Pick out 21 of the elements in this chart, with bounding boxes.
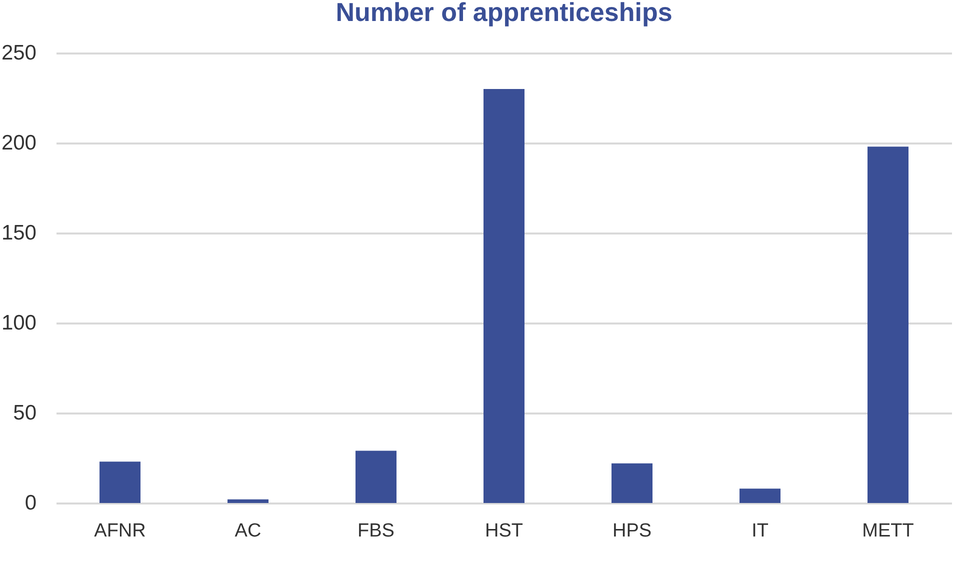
bar xyxy=(740,488,780,503)
y-tick-label: 50 xyxy=(13,402,36,424)
x-tick-label: HPS xyxy=(612,520,652,542)
bar xyxy=(868,146,908,503)
bar xyxy=(612,463,652,503)
y-tick-label: 250 xyxy=(1,42,36,64)
x-tick-label: HST xyxy=(485,520,524,542)
y-tick-label: 200 xyxy=(1,132,36,154)
bar xyxy=(228,499,268,503)
bar xyxy=(356,450,396,503)
y-tick-label: 0 xyxy=(24,492,36,514)
x-tick-label: FBS xyxy=(358,520,394,542)
bar xyxy=(484,89,524,503)
x-tick-label: AC xyxy=(234,520,262,542)
y-tick-label: 100 xyxy=(1,312,36,334)
x-tick-label: IT xyxy=(752,520,769,542)
bar xyxy=(100,462,140,503)
y-tick-label: 150 xyxy=(1,222,36,244)
x-tick-label: METT xyxy=(862,520,914,542)
chart-title: Number of apprenticeships xyxy=(336,0,672,27)
x-tick-label: AFNR xyxy=(94,520,146,542)
